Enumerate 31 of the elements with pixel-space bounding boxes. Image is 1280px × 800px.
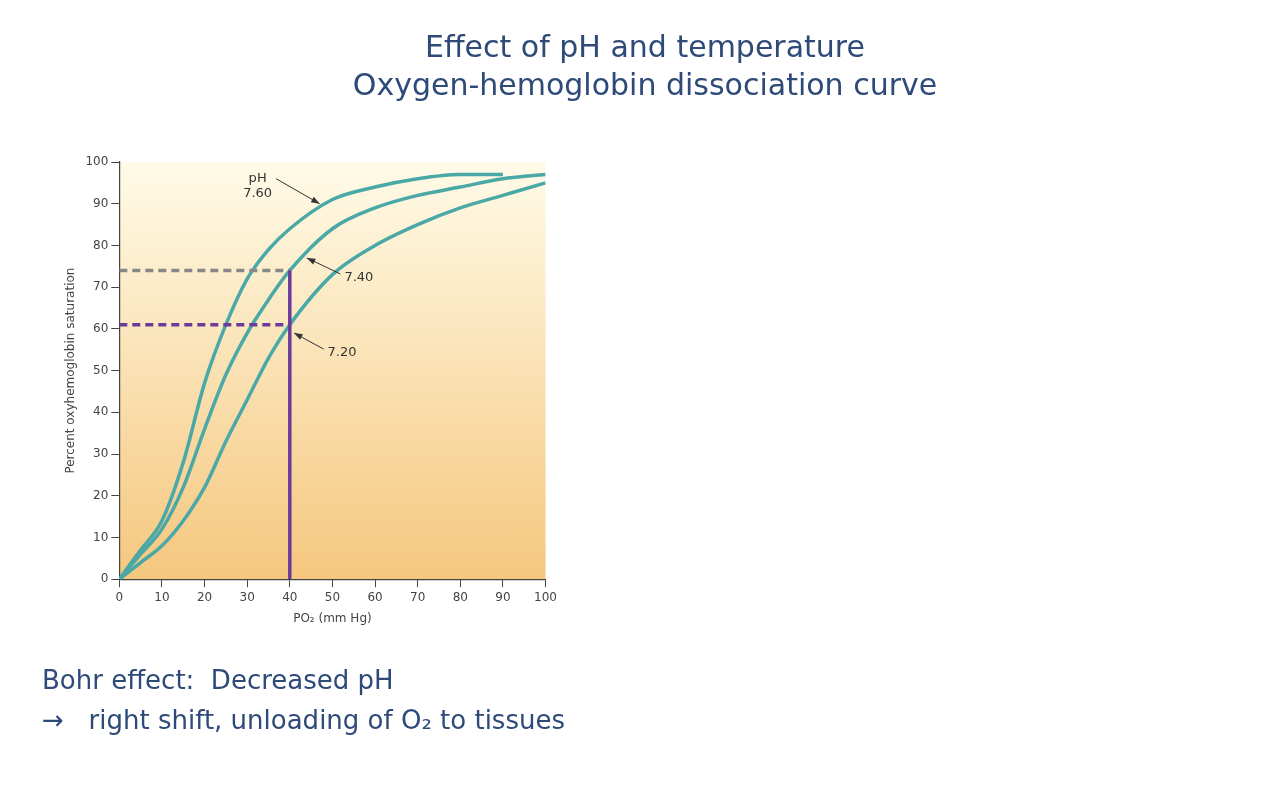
annotation: 7.20 [327,344,357,360]
x-tick-label: 90 [495,589,511,604]
text: → right shift, unloading of O₂ to tissues [42,704,565,737]
y-tick-label: 60 [93,321,109,336]
annotation: 7.40 [344,269,374,285]
x-tick-label: 60 [367,589,383,604]
y-tick-label: 30 [93,446,109,461]
x-tick-label: 10 [154,589,170,604]
text: Bohr effect: Decreased pH [42,664,395,697]
x-tick-label: 0 [115,589,124,604]
x-tick-label: 50 [324,589,341,604]
y-tick-label: 70 [93,279,109,294]
text: Oxygen-hemoglobin dissociation curve [351,66,939,104]
x-tick-label: 70 [410,589,426,604]
text: Effect of pH and temperature [424,28,866,66]
x-axis-title: PO₂ (mm Hg) [293,610,372,625]
y-tick-label: 50 [93,362,109,377]
x-tick-label: 100 [534,589,557,604]
y-tick-label: 80 [93,237,109,252]
x-tick-label: 30 [239,589,255,604]
y-tick-label: 10 [93,529,109,544]
annotation: pH 7.60 [243,169,273,200]
y-tick-label: 0 [100,571,109,586]
x-tick-label: 40 [282,589,298,604]
x-tick-label: 80 [452,589,468,604]
y-tick-label: 100 [85,154,109,169]
y-tick-label: 90 [93,195,109,210]
y-tick-label: 20 [93,487,109,502]
y-tick-label: 40 [93,404,109,419]
y-axis-title: Percent oxyhemoglobin saturation [63,267,78,474]
x-tick-label: 20 [196,589,213,604]
